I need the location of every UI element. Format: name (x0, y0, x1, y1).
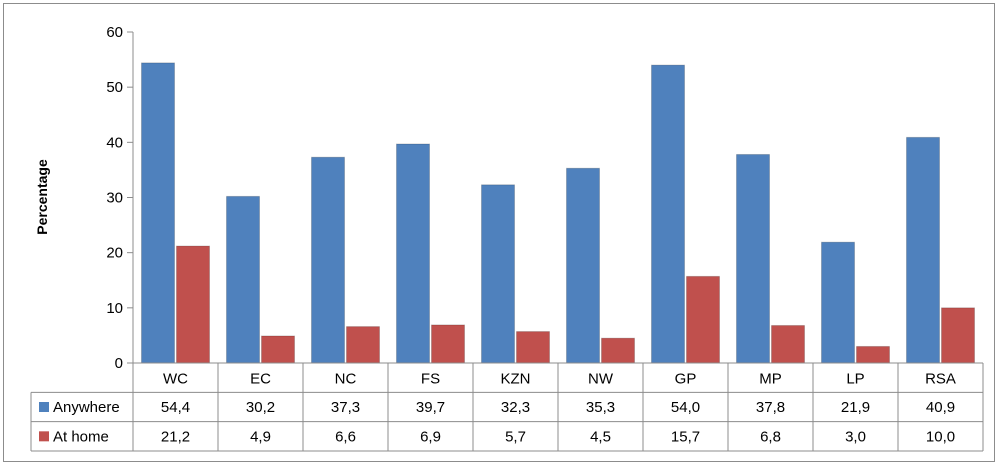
y-tick-label: 50 (106, 79, 123, 96)
data-label: 21,9 (841, 399, 870, 416)
data-label: 4,9 (250, 428, 271, 445)
bar-anywhere-kzn (481, 184, 515, 364)
bar-anywhere-rsa (906, 136, 940, 364)
x-tick-label: KZN (501, 371, 531, 388)
bar-at-home-mp (771, 324, 805, 364)
bar-at-home-kzn (516, 331, 550, 364)
data-label: 37,8 (756, 399, 785, 416)
legend-label: At home (53, 428, 109, 445)
bar-anywhere-gp (651, 64, 685, 364)
data-label: 6,6 (335, 428, 356, 445)
bar-at-home-rsa (941, 307, 975, 364)
x-tick-label: NC (335, 371, 357, 388)
y-tick-label: 0 (115, 355, 123, 372)
data-label: 32,3 (501, 399, 530, 416)
bar-at-home-lp (856, 345, 890, 364)
data-label: 35,3 (586, 399, 615, 416)
bar-at-home-nc (346, 326, 380, 364)
x-tick-label: WC (163, 371, 188, 388)
bar-anywhere-wc (141, 62, 175, 364)
x-tick-label: RSA (925, 371, 956, 388)
x-tick-label: GP (675, 371, 697, 388)
x-tick-label: EC (250, 371, 271, 388)
y-tick-label: 30 (106, 190, 123, 207)
legend-swatch (39, 431, 49, 442)
bars (141, 62, 975, 364)
y-tick-label: 60 (106, 24, 123, 41)
x-tick-label: NW (588, 371, 614, 388)
data-label: 39,7 (416, 399, 445, 416)
legend-label: Anywhere (53, 399, 120, 416)
data-label: 54,0 (671, 399, 700, 416)
data-label: 6,8 (760, 428, 781, 445)
y-tick-label: 20 (106, 245, 123, 262)
bar-at-home-fs (431, 324, 465, 364)
data-label: 4,5 (590, 428, 611, 445)
data-label: 5,7 (505, 428, 526, 445)
x-tick-label: FS (421, 371, 440, 388)
data-label: 30,2 (246, 399, 275, 416)
data-label: 15,7 (671, 428, 700, 445)
bar-anywhere-fs (396, 143, 430, 364)
data-table: WC EC NC FS KZN NW GP MP LP RSA Anywhere 54,4 30,2 37… (30, 362, 984, 452)
data-label: 37,3 (331, 399, 360, 416)
y-tick-label: 10 (106, 300, 123, 317)
bar-anywhere-nc (311, 156, 345, 364)
x-tick-label: MP (759, 371, 782, 388)
bar-at-home-gp (686, 275, 720, 364)
bar-at-home-ec (261, 335, 295, 364)
bar-anywhere-mp (736, 153, 770, 364)
data-label: 54,4 (161, 399, 190, 416)
bar-anywhere-nw (566, 167, 600, 364)
bar-at-home-nw (601, 337, 635, 364)
bar-at-home-wc (176, 245, 210, 364)
data-label: 21,2 (161, 428, 190, 445)
legend-swatch (39, 402, 49, 412)
y-axis: 0 10 20 30 40 50 60 (106, 24, 134, 372)
data-label: 40,9 (926, 399, 955, 416)
x-tick-label: LP (846, 371, 864, 388)
data-label: 6,9 (420, 428, 441, 445)
bar-anywhere-lp (821, 241, 855, 364)
bar-anywhere-ec (226, 195, 260, 364)
y-tick-label: 40 (106, 134, 123, 151)
data-label: 10,0 (926, 428, 955, 445)
data-label: 3,0 (845, 428, 866, 445)
y-axis-label: Percentage (34, 159, 50, 235)
